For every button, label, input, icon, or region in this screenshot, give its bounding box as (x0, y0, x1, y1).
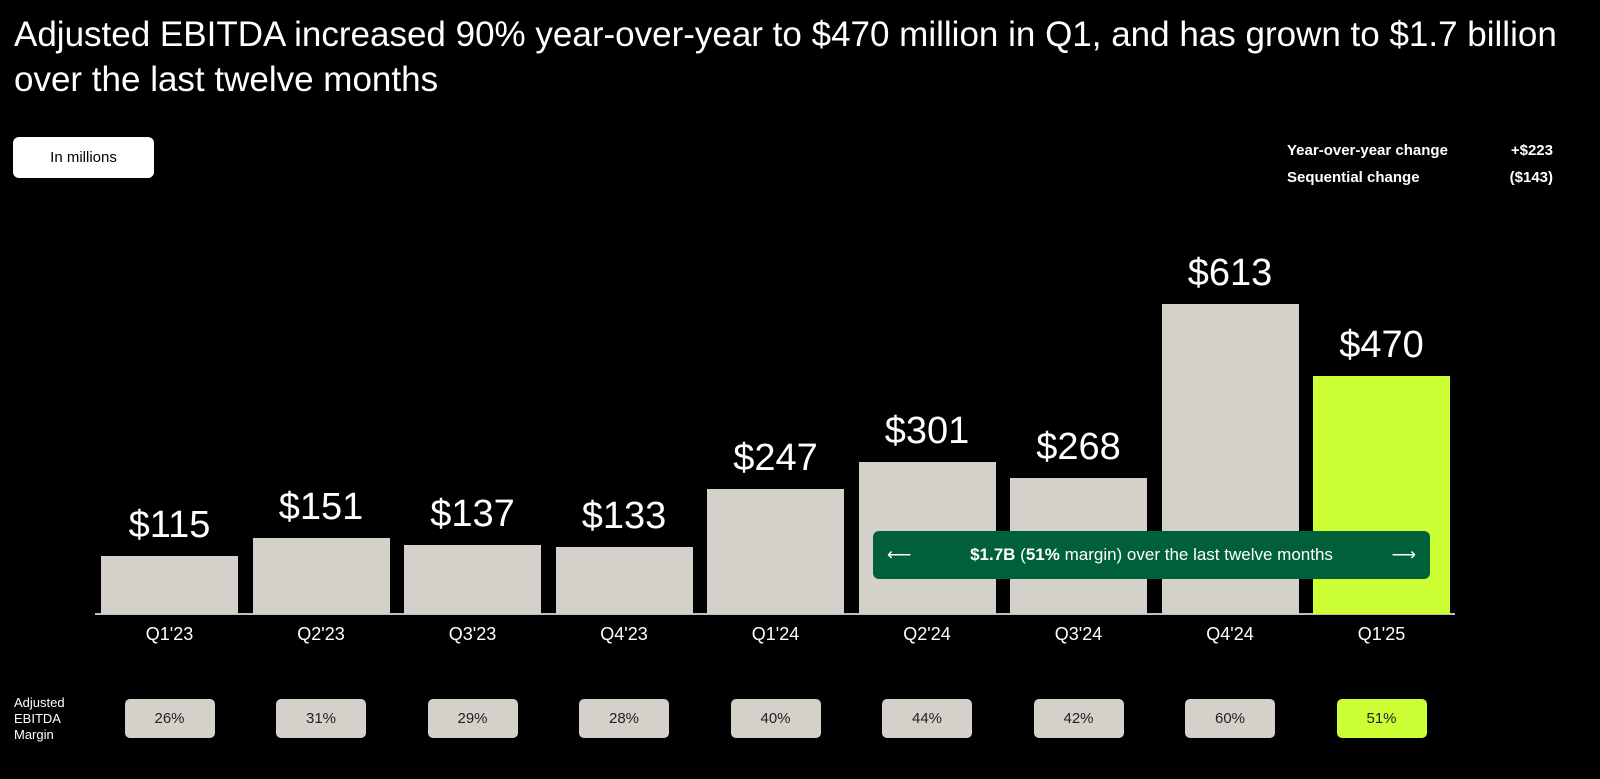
ltm-text: $1.7B (51% margin) over the last twelve … (970, 545, 1333, 565)
value-label: $137 (430, 492, 515, 535)
margin-pill: 31% (276, 699, 366, 738)
value-label: $151 (278, 485, 364, 528)
margin-label-text: Adjusted EBITDA Margin (14, 695, 65, 742)
x-tick-label: Q3'23 (448, 624, 497, 644)
yoy-label: Year-over-year change (1287, 142, 1448, 159)
bar-4 (707, 489, 844, 614)
x-tick-label: Q1'24 (751, 624, 800, 644)
value-label: $133 (581, 494, 667, 537)
margin-pill: 42% (1033, 699, 1124, 738)
value-label: $470 (1339, 324, 1424, 367)
ltm-annotation: ⟵ $1.7B (51% margin) over the last twelv… (873, 531, 1430, 579)
ltm-amount: $1.7B (970, 545, 1016, 564)
ltm-margin: 51% (1025, 545, 1060, 564)
unit-badge: In millions (13, 137, 154, 178)
x-tick-label: Q2'24 (903, 624, 951, 644)
value-label: $613 (1187, 252, 1273, 294)
ltm-rest: margin) over the last twelve months (1059, 545, 1333, 564)
margin-pill: 60% (1185, 699, 1275, 738)
x-tick-label: Q4'23 (600, 624, 648, 644)
seq-value: ($143) (1509, 169, 1553, 186)
x-axis-line (95, 613, 1455, 615)
x-tick-label: Q1'25 (1357, 624, 1406, 644)
page-title: Adjusted EBITDA increased 90% year-over-… (14, 15, 1557, 99)
margin-pill: 40% (730, 699, 821, 738)
ltm-open: ( (1015, 545, 1026, 564)
value-label: $301 (884, 409, 970, 452)
left-arrow-icon: ⟵ (887, 545, 912, 564)
margin-pill: 51% (1336, 699, 1427, 738)
bar-1 (252, 537, 390, 614)
bar-0 (101, 555, 238, 614)
change-stats: Year-over-year change +$223 Sequential ch… (1287, 142, 1553, 196)
seq-label: Sequential change (1287, 169, 1420, 186)
margin-pill: 44% (882, 699, 972, 738)
x-tick-label: Q4'24 (1206, 624, 1254, 644)
bar-2 (404, 544, 541, 614)
margin-pill: 26% (124, 699, 215, 738)
x-tick-label: Q2'23 (297, 624, 345, 644)
value-label: $268 (1036, 426, 1121, 469)
value-label: $247 (733, 437, 818, 480)
x-tick-label: Q1'23 (145, 624, 194, 644)
margin-row-label: Adjusted EBITDA Margin (14, 695, 74, 743)
yoy-change: Year-over-year change +$223 (1287, 142, 1553, 169)
value-label: $115 (128, 503, 211, 546)
yoy-value: +$223 (1510, 142, 1553, 159)
sequential-change: Sequential change ($143) (1287, 169, 1553, 196)
margin-pill: 29% (427, 699, 518, 738)
x-tick-label: Q3'24 (1054, 624, 1103, 644)
margin-pill: 28% (579, 699, 669, 738)
bar-3 (555, 546, 693, 614)
right-arrow-icon: ⟶ (1391, 545, 1416, 564)
